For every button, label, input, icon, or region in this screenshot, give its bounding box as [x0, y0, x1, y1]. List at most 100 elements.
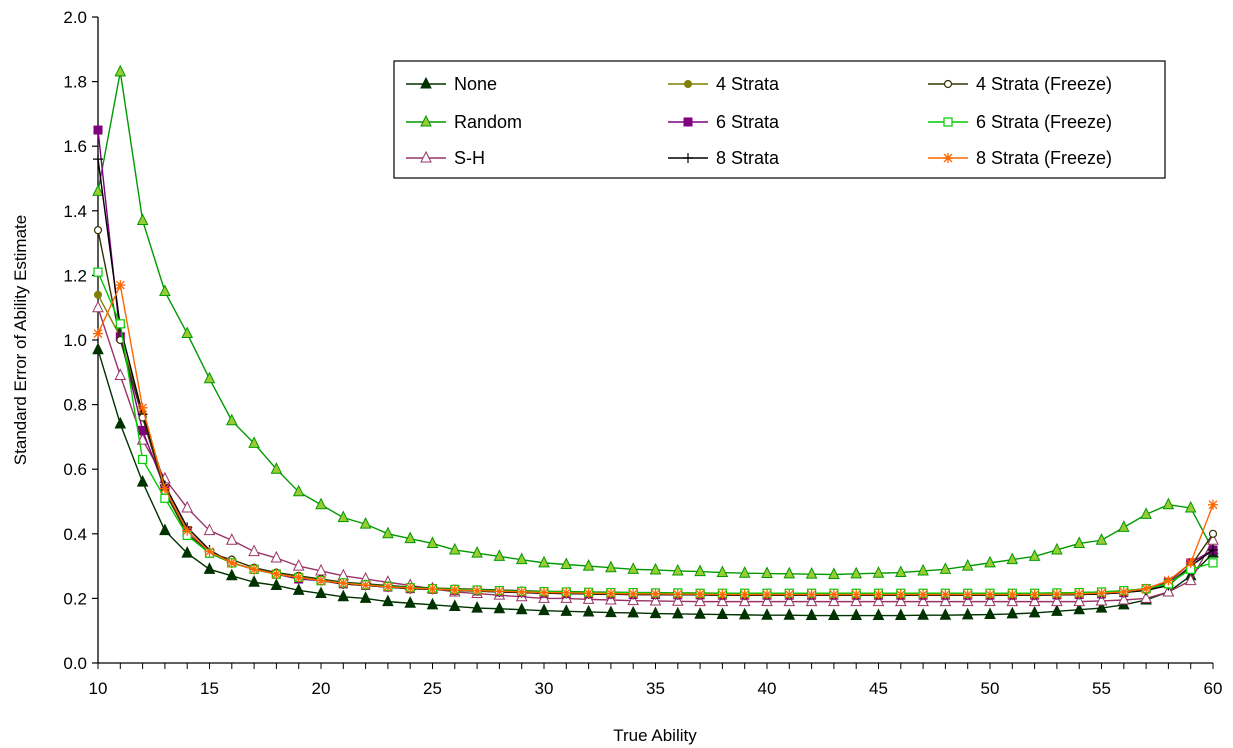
data-point [649, 562, 662, 575]
legend-label: 6 Strata [716, 112, 780, 132]
data-point [114, 416, 127, 429]
data-point [226, 557, 237, 568]
data-point [761, 594, 773, 607]
data-point [292, 583, 305, 595]
data-point [270, 578, 283, 590]
data-point [92, 342, 104, 355]
data-point [493, 601, 506, 614]
data-point [806, 589, 817, 600]
data-point [1184, 500, 1197, 513]
data-point [560, 557, 573, 569]
data-point [1006, 606, 1019, 619]
data-point [605, 588, 616, 599]
data-point [181, 500, 194, 513]
data-point [627, 593, 640, 606]
legend-entry: 4 Strata (Freeze) [928, 74, 1112, 94]
data-point [494, 586, 505, 597]
data-point [181, 546, 194, 558]
y-tick-label: 1.0 [63, 331, 87, 350]
data-point [93, 267, 103, 277]
legend-label: 8 Strata (Freeze) [976, 148, 1112, 168]
data-point [1140, 507, 1152, 519]
data-point [1028, 594, 1041, 607]
data-point [1051, 604, 1063, 616]
data-point [1007, 589, 1018, 600]
data-point [359, 516, 372, 529]
x-tick-label: 45 [869, 679, 888, 698]
data-point [203, 562, 216, 574]
data-point [292, 558, 305, 571]
data-point [1117, 592, 1130, 605]
data-point [850, 608, 863, 621]
data-point [872, 594, 885, 607]
series-4-strata-freeze [93, 226, 1218, 598]
data-point [1095, 593, 1108, 606]
data-point [738, 594, 751, 607]
data-point [605, 560, 617, 573]
y-tick-label: 0.2 [63, 589, 87, 608]
data-point [1073, 594, 1086, 607]
data-point [1095, 533, 1108, 545]
legend-box [393, 60, 1166, 179]
y-tick-label: 1.6 [63, 137, 87, 156]
data-point [181, 326, 194, 339]
y-tick-label: 2.0 [63, 8, 87, 27]
x-tick-label: 55 [1092, 679, 1111, 698]
data-point [316, 575, 326, 586]
data-point [1141, 583, 1152, 594]
data-point [985, 589, 995, 600]
series-s-h [92, 300, 1219, 607]
data-point [716, 565, 729, 578]
data-point [1162, 497, 1175, 510]
data-point [182, 525, 193, 536]
data-point [828, 567, 840, 579]
data-point [382, 581, 393, 592]
data-point [1073, 602, 1086, 615]
series-8-strata-freeze [93, 280, 1218, 600]
data-point [850, 594, 863, 607]
data-point [1162, 584, 1175, 597]
legend-label: 4 Strata (Freeze) [976, 74, 1112, 94]
legend-entry: 8 Strata (Freeze) [928, 148, 1112, 168]
data-point [516, 586, 527, 597]
data-point [203, 523, 216, 536]
data-point [337, 510, 350, 523]
data-point [805, 594, 818, 607]
data-point [382, 594, 394, 607]
data-point [359, 591, 372, 603]
data-point [940, 589, 951, 600]
data-point [939, 594, 952, 607]
x-tick-label: 30 [535, 679, 554, 698]
tick-labels: 0.0 0.2 0.4 0.6 0.8 1.0 1.2 1.4 1.6 1.8 2.0 10 15 20 2… [63, 8, 1222, 698]
data-point [695, 589, 706, 600]
x-tick-label: 15 [200, 679, 219, 698]
series-none [92, 342, 1219, 621]
data-point [672, 589, 683, 600]
legend-label: 4 Strata [716, 74, 780, 94]
data-point [943, 153, 953, 163]
x-tick-label: 60 [1204, 679, 1223, 698]
data-point [560, 604, 573, 616]
data-point [1117, 520, 1130, 532]
legend-entry: Random [406, 112, 522, 132]
x-tick-label: 10 [89, 679, 108, 698]
data-point [1208, 558, 1218, 568]
data-point [684, 80, 692, 88]
data-point [114, 64, 127, 77]
data-point [315, 586, 327, 599]
data-point [739, 589, 750, 600]
data-point [872, 566, 885, 578]
legend-entry: S-H [406, 148, 485, 168]
data-point [248, 575, 260, 587]
data-point [850, 566, 863, 579]
y-tick-label: 1.4 [63, 202, 87, 221]
data-point [225, 533, 238, 545]
data-point [627, 562, 640, 574]
data-point [671, 606, 684, 619]
data-point [471, 600, 483, 613]
data-point [538, 603, 550, 616]
data-point [1095, 600, 1108, 613]
data-point [1029, 589, 1040, 600]
data-point [270, 550, 283, 563]
data-point [92, 184, 104, 196]
